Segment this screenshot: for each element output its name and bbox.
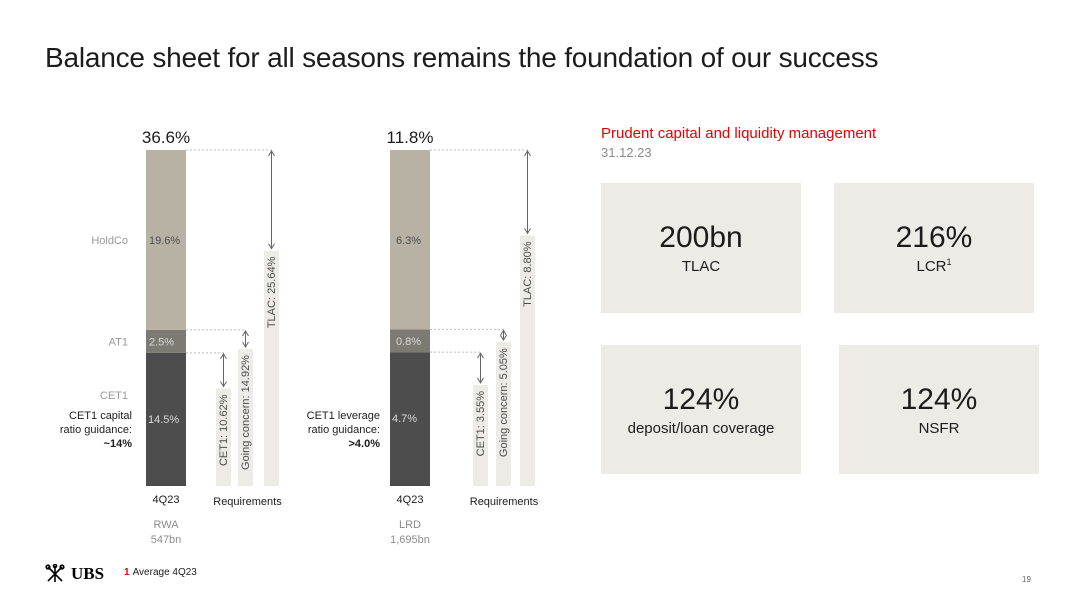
requirement-label: TLAC: 8.80% xyxy=(522,241,534,307)
requirement-bar xyxy=(520,235,535,486)
bar-segment-cet1 xyxy=(146,352,186,486)
requirement-label: CET1: 3.55% xyxy=(475,391,487,457)
kpi-card-tlac: 200bn TLAC xyxy=(601,183,801,313)
requirement-bar xyxy=(473,384,488,486)
requirement-bar xyxy=(238,349,253,486)
requirement-label: CET1: 10.62% xyxy=(218,394,230,466)
kpi-value: 216% xyxy=(895,221,973,254)
footnote: 1 Average 4Q23 xyxy=(124,567,197,578)
requirement-label: Going concern: 5.05% xyxy=(498,348,510,457)
kpi-label: NSFR xyxy=(918,420,960,437)
arrow-head xyxy=(242,329,249,337)
kpi-label: TLAC xyxy=(681,258,721,275)
segment-data-label: 14.5% xyxy=(148,414,179,426)
segment-name-label: HoldCo xyxy=(91,235,128,247)
arrow-head xyxy=(268,150,275,157)
kpi-label: deposit/loan coverage xyxy=(627,420,775,437)
bar-segment-at1 xyxy=(390,329,430,353)
side-panel-heading: Prudent capital and liquidity management xyxy=(601,125,877,142)
arrow-head xyxy=(220,352,227,360)
arrow-head xyxy=(220,381,227,388)
guidance-text: ratio guidance: xyxy=(308,424,380,436)
arrow-head xyxy=(242,341,249,349)
segment-name-label: CET1 xyxy=(100,390,128,402)
arrow-head xyxy=(524,228,531,235)
guidance-text: CET1 leverage xyxy=(307,410,380,422)
arrow-head xyxy=(500,334,507,342)
side-panel-date: 31.12.23 xyxy=(601,145,652,160)
arrow-head xyxy=(524,150,531,157)
denominator-value: 1,695bn xyxy=(390,534,430,546)
arrow-head xyxy=(500,329,507,336)
bar-segment-cet1 xyxy=(390,352,430,486)
arrow-head xyxy=(268,243,275,250)
guidance-text: ratio guidance: xyxy=(60,424,132,436)
logo-wordmark: UBS xyxy=(71,564,105,583)
denominator-value: 547bn xyxy=(151,534,182,546)
requirements-axis-label: Requirements xyxy=(470,496,539,508)
segment-data-label: 0.8% xyxy=(396,336,421,348)
x-axis-category: 4Q23 xyxy=(397,494,424,506)
kpi-value: 124% xyxy=(900,383,978,416)
kpi-value: 124% xyxy=(662,383,740,416)
segment-name-label: AT1 xyxy=(109,336,128,348)
kpi-card-nsfr: 124% NSFR xyxy=(839,345,1039,474)
keys-icon xyxy=(45,564,65,582)
segment-data-label: 6.3% xyxy=(396,235,421,247)
segment-data-label: 2.5% xyxy=(149,336,174,348)
kpi-card-deposit-loan: 124% deposit/loan coverage xyxy=(601,345,801,474)
requirement-label: TLAC: 25.64% xyxy=(266,256,278,328)
requirements-axis-label: Requirements xyxy=(213,496,282,508)
kpi-label: LCR1 xyxy=(916,257,952,275)
denominator-label: RWA xyxy=(153,519,179,531)
bar-segment-at1 xyxy=(146,329,186,353)
kpi-value: 200bn xyxy=(659,221,743,254)
bar-total-label: 36.6% xyxy=(142,128,190,147)
capital-chart: 14.5% CET1 2.5% AT1 19.6% HoldCo 36.6% CET1: 10… xyxy=(60,128,539,546)
segment-data-label: 19.6% xyxy=(149,235,180,247)
bar-segment-holdco xyxy=(390,150,430,330)
page-number: 19 xyxy=(1022,575,1031,584)
requirement-bar xyxy=(264,250,279,486)
kpi-card-lcr: 216% LCR1 xyxy=(834,183,1034,313)
segment-data-label: 4.7% xyxy=(392,413,417,425)
bar-segment-holdco xyxy=(146,150,186,330)
arrow-head xyxy=(477,377,484,384)
arrow-head xyxy=(477,352,484,359)
ubs-logo: UBS xyxy=(44,564,104,584)
requirement-bar xyxy=(496,342,511,486)
guidance-text: CET1 capital xyxy=(69,410,132,422)
requirement-bar xyxy=(216,388,231,486)
x-axis-category: 4Q23 xyxy=(153,494,180,506)
guidance-text: >4.0% xyxy=(349,438,381,450)
guidance-text: ~14% xyxy=(104,438,133,450)
denominator-label: LRD xyxy=(399,519,421,531)
bar-total-label: 11.8% xyxy=(387,128,434,147)
page-title: Balance sheet for all seasons remains th… xyxy=(45,42,879,73)
requirement-label: Going concern: 14.92% xyxy=(240,355,252,470)
